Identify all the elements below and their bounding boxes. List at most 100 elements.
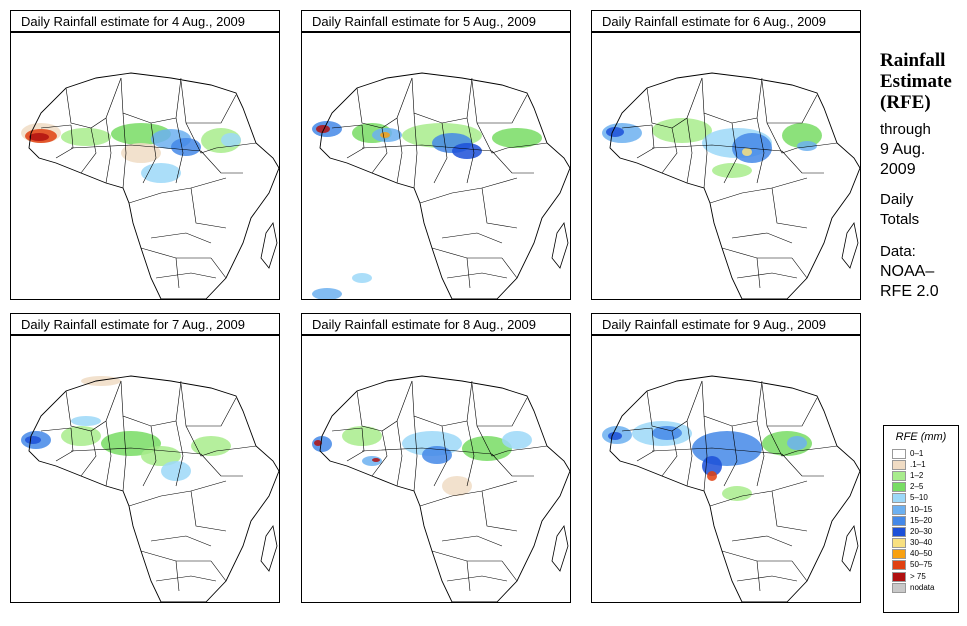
country-border <box>215 445 257 452</box>
country-border <box>661 430 678 477</box>
country-border <box>411 77 473 124</box>
rain-patch <box>352 273 372 283</box>
country-border <box>431 550 502 562</box>
country-border <box>756 420 765 487</box>
rain-patch <box>191 436 231 456</box>
legend-swatch <box>892 482 906 493</box>
country-border <box>155 575 217 582</box>
legend-swatch <box>892 504 906 515</box>
rain-patch <box>81 376 121 386</box>
country-border <box>621 124 653 129</box>
country-border <box>190 187 227 229</box>
legend-swatch <box>892 470 906 481</box>
totals-label: Totals <box>880 211 920 228</box>
legend-label: 40–50 <box>910 549 933 559</box>
country-border <box>150 232 212 244</box>
country-border <box>128 480 227 507</box>
country-border <box>215 142 257 149</box>
map-panel-5: Daily Rainfall estimate for 8 Aug., 2009 <box>301 313 573 603</box>
legend-rows: 0–1.1–1 1–2 2–5 5–10 10–15 15–20 20–30 30–40 40–… <box>884 448 958 593</box>
country-border <box>175 117 184 184</box>
country-border <box>621 427 653 432</box>
legend-item: 20–30 <box>892 526 958 537</box>
country-border <box>128 177 227 204</box>
country-border <box>185 122 217 154</box>
country-border <box>331 124 363 129</box>
country-border <box>180 80 237 124</box>
rain-patch <box>61 426 101 446</box>
country-border <box>200 453 243 477</box>
country-border <box>796 142 838 149</box>
country-border <box>766 122 798 154</box>
country-border <box>791 560 808 582</box>
daily-label: Daily <box>880 191 914 208</box>
country-border <box>756 560 761 592</box>
legend-item: 5–10 <box>892 493 958 504</box>
rain-patch <box>171 138 201 156</box>
legend-item: 2–5 <box>892 482 958 493</box>
africa-map <box>21 72 279 299</box>
rain-patch <box>372 458 380 462</box>
country-border <box>413 112 418 189</box>
country-border <box>756 257 761 289</box>
legend-item: 10–15 <box>892 504 958 515</box>
rain-patch <box>121 143 161 163</box>
country-border <box>361 447 493 455</box>
rain-patch <box>608 432 622 440</box>
country-border <box>466 257 471 289</box>
country-border <box>105 420 112 487</box>
madagascar <box>841 222 859 269</box>
legend-swatch <box>892 515 906 526</box>
country-border <box>736 575 798 582</box>
country-border <box>175 257 180 289</box>
country-border <box>686 117 693 184</box>
country-border <box>466 560 471 592</box>
coastline <box>319 375 570 602</box>
rain-patch <box>712 163 752 178</box>
country-border <box>120 380 182 427</box>
country-border <box>781 150 824 174</box>
country-border <box>651 144 783 152</box>
map-panel-6: Daily Rainfall estimate for 9 Aug., 2009 <box>591 313 863 603</box>
legend-title: RFE (mm) <box>895 431 947 443</box>
country-border <box>371 127 388 174</box>
legend-label: 20–30 <box>910 526 933 536</box>
country-border <box>441 535 503 547</box>
country-border <box>446 575 508 582</box>
country-border <box>471 80 528 124</box>
map-panel-3: Daily Rainfall estimate for 6 Aug., 2009 <box>591 10 863 300</box>
country-border <box>441 232 503 244</box>
country-border <box>396 420 403 487</box>
rain-patch <box>442 476 472 496</box>
country-border <box>175 420 184 487</box>
country-border <box>766 425 798 457</box>
country-border <box>756 117 765 184</box>
country-border <box>476 425 508 457</box>
country-border <box>703 415 708 492</box>
country-border <box>506 142 548 149</box>
country-border <box>796 445 838 452</box>
country-border <box>771 187 808 229</box>
madagascar <box>551 525 569 572</box>
legend-label: 2–5 <box>910 482 924 492</box>
rain-patch <box>312 288 342 299</box>
country-border <box>105 117 112 184</box>
country-border <box>761 383 818 427</box>
rain-patch <box>797 141 817 151</box>
country-border <box>491 150 534 174</box>
rain-patch <box>606 127 624 137</box>
legend-item: .1–1 <box>892 459 958 470</box>
madagascar <box>260 222 278 269</box>
country-border <box>471 383 528 427</box>
country-border <box>761 80 818 124</box>
africa-map <box>21 375 279 602</box>
country-border <box>210 560 227 582</box>
legend: RFE (mm) 0–1.1–1 1–2 2–5 5–10 10–15 15–20 20–3… <box>883 425 959 613</box>
rain-patch <box>25 436 41 444</box>
country-border <box>185 425 217 457</box>
country-border <box>466 420 475 487</box>
country-border <box>122 415 127 492</box>
panel-title: Daily Rainfall estimate for 7 Aug., 2009 <box>10 313 280 335</box>
legend-item: > 75 <box>892 571 958 582</box>
country-border <box>396 117 403 184</box>
